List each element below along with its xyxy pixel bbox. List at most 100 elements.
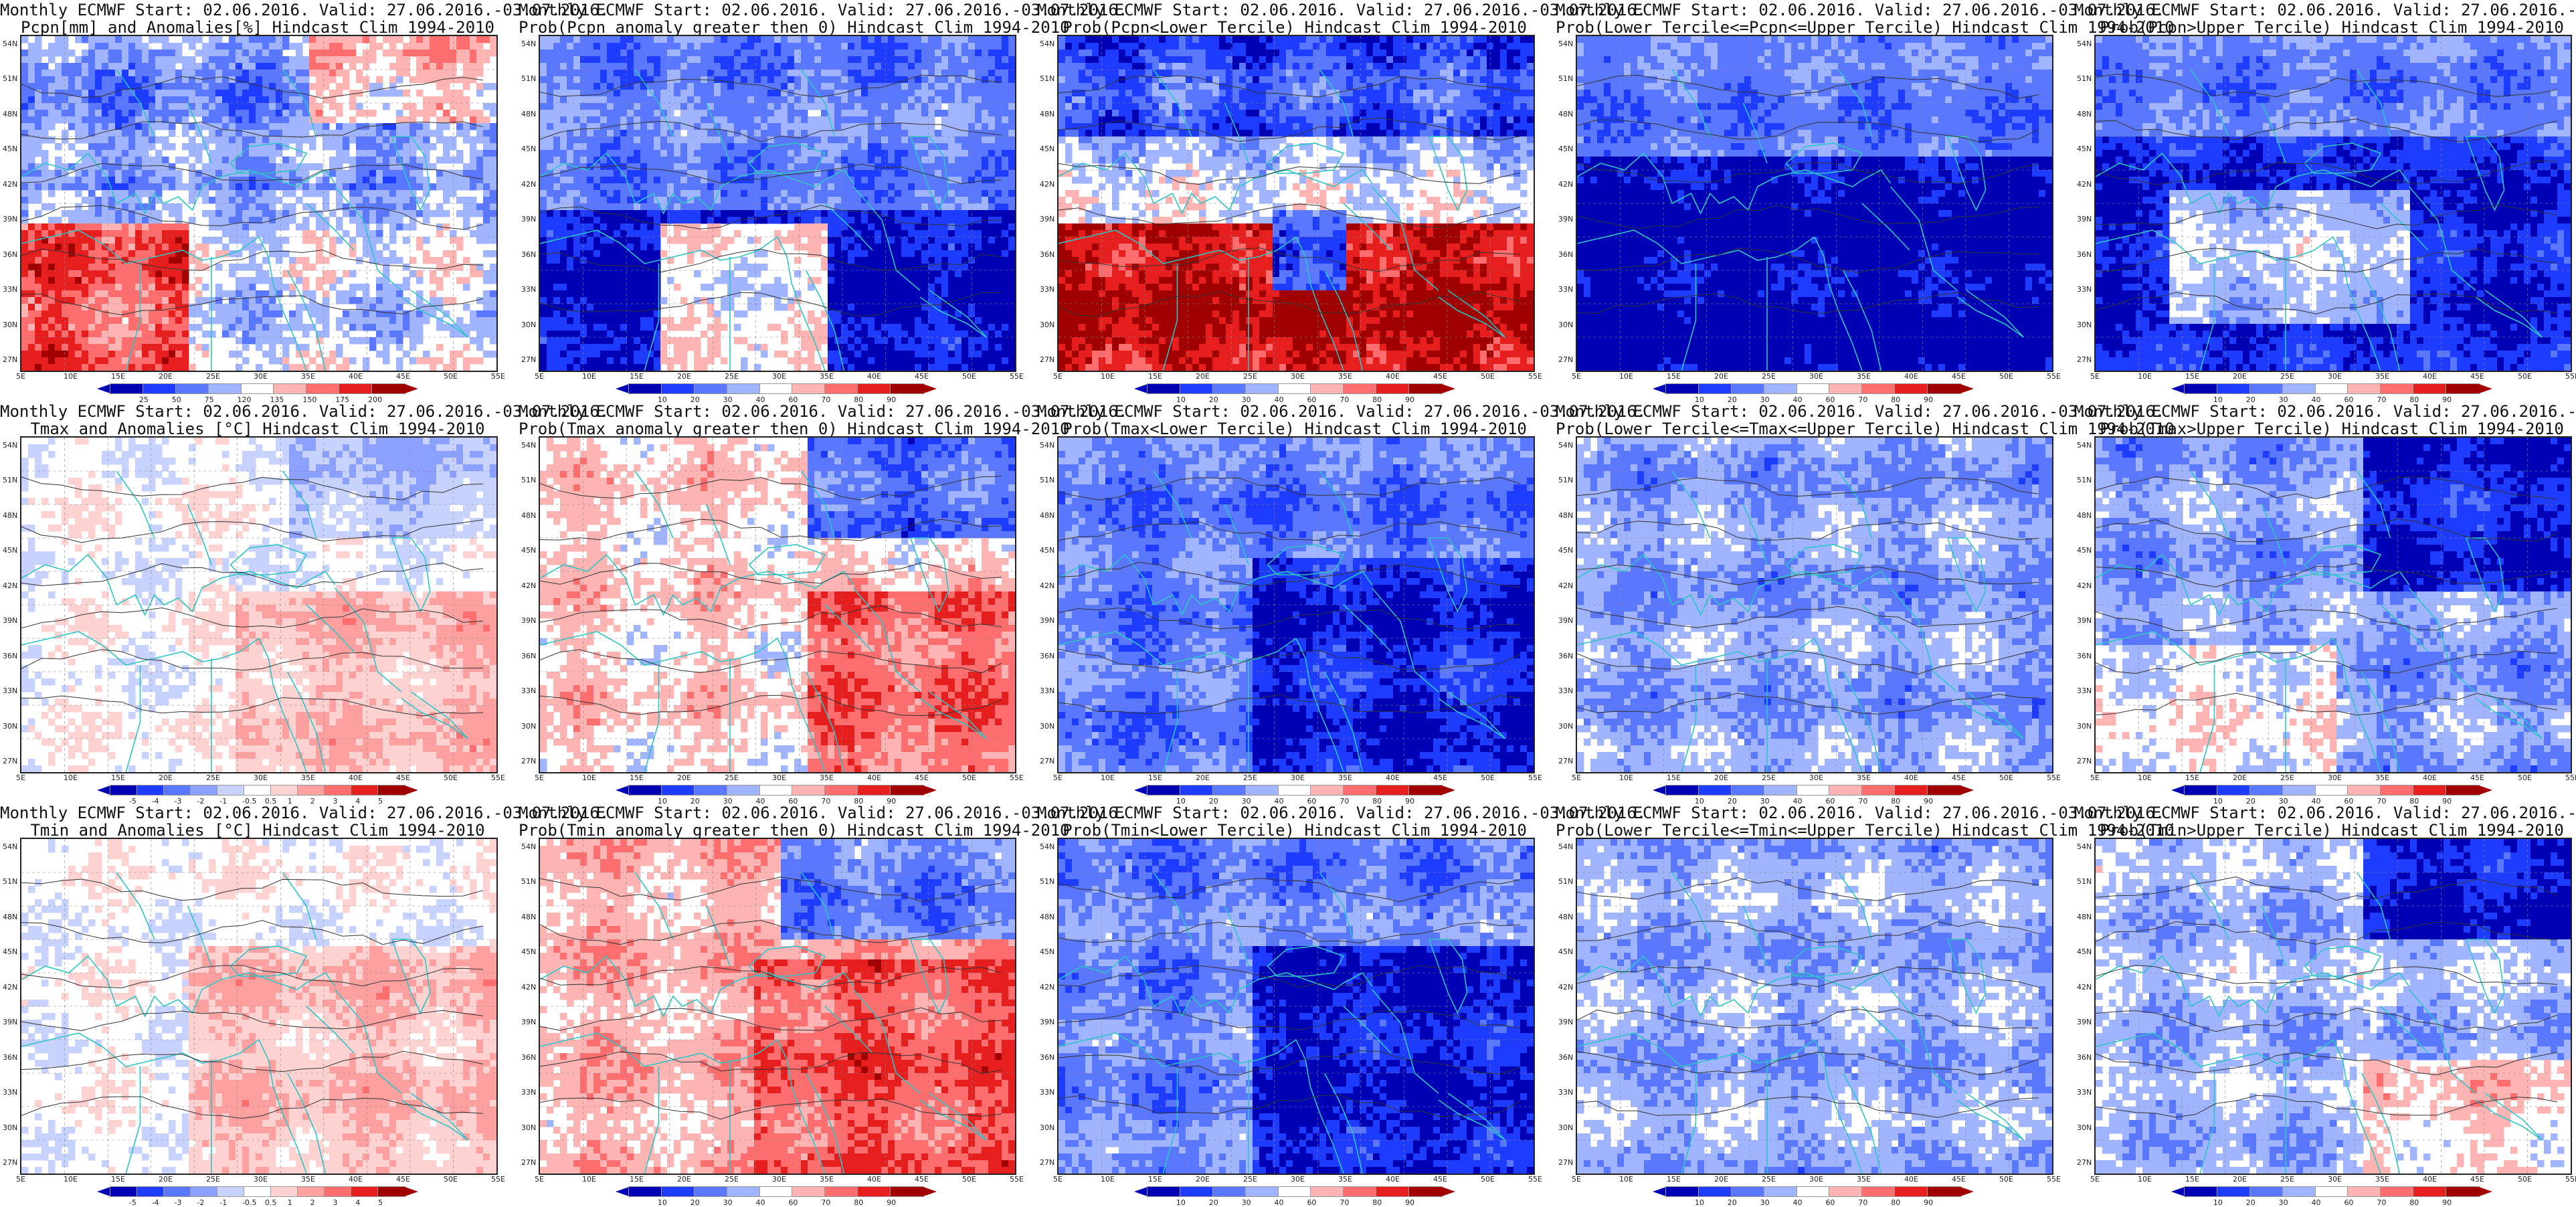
shaded-cell bbox=[1002, 70, 1009, 77]
shaded-cell bbox=[356, 203, 363, 211]
shaded-cell bbox=[202, 284, 209, 291]
shaded-cell bbox=[383, 257, 390, 264]
shaded-cell bbox=[416, 110, 424, 117]
shaded-cell bbox=[607, 244, 614, 251]
shaded-cell bbox=[436, 210, 444, 217]
shaded-cell bbox=[654, 63, 661, 70]
shaded-cell bbox=[640, 50, 648, 57]
shaded-cell bbox=[654, 90, 661, 97]
shaded-cell bbox=[389, 170, 397, 177]
shaded-cell bbox=[202, 331, 209, 338]
shaded-cell bbox=[573, 116, 581, 124]
shaded-cell bbox=[754, 50, 761, 57]
shaded-cell bbox=[476, 230, 484, 238]
shaded-cell bbox=[660, 183, 668, 191]
shaded-cell bbox=[182, 56, 189, 64]
shaded-cell bbox=[403, 157, 410, 164]
shaded-cell bbox=[788, 36, 795, 43]
shaded-cell bbox=[955, 230, 962, 238]
shaded-cell bbox=[155, 116, 163, 124]
shaded-cell bbox=[928, 36, 935, 43]
shaded-cell bbox=[834, 63, 842, 70]
shaded-cell bbox=[389, 43, 397, 50]
shaded-cell bbox=[122, 143, 129, 151]
shaded-cell bbox=[767, 56, 775, 64]
shaded-cell bbox=[443, 197, 450, 204]
shaded-cell bbox=[409, 157, 417, 164]
shaded-cell bbox=[861, 150, 868, 157]
shaded-cell bbox=[256, 277, 263, 284]
shaded-cell bbox=[249, 63, 256, 70]
shaded-cell bbox=[794, 116, 802, 124]
shaded-cell bbox=[48, 357, 56, 365]
shaded-cell bbox=[155, 90, 163, 97]
shaded-cell bbox=[801, 223, 808, 231]
shaded-cell bbox=[329, 76, 337, 84]
shaded-cell bbox=[108, 96, 116, 104]
shaded-cell bbox=[189, 123, 196, 130]
shaded-cell bbox=[995, 96, 1002, 104]
shaded-cell bbox=[567, 143, 574, 151]
shaded-cell bbox=[369, 230, 377, 238]
shaded-cell bbox=[142, 304, 149, 311]
shaded-cell bbox=[276, 56, 283, 64]
shaded-cell bbox=[801, 210, 808, 217]
shaded-cell bbox=[376, 143, 383, 151]
shaded-cell bbox=[316, 177, 323, 184]
shaded-cell bbox=[75, 237, 82, 244]
shaded-cell bbox=[115, 304, 122, 311]
shaded-cell bbox=[975, 157, 982, 164]
shaded-cell bbox=[82, 197, 89, 204]
shaded-cell bbox=[376, 203, 383, 211]
shaded-cell bbox=[854, 110, 862, 117]
shaded-cell bbox=[242, 210, 250, 217]
shaded-cell bbox=[242, 264, 250, 271]
shaded-cell bbox=[573, 223, 581, 231]
shaded-cell bbox=[593, 244, 601, 251]
shaded-cell bbox=[41, 304, 49, 311]
shaded-cell bbox=[935, 150, 942, 157]
shaded-cell bbox=[162, 70, 169, 77]
shaded-cell bbox=[75, 331, 82, 338]
shaded-cell bbox=[329, 50, 337, 57]
shaded-cell bbox=[547, 217, 554, 224]
shaded-cell bbox=[135, 143, 143, 151]
shaded-cell bbox=[195, 76, 203, 84]
shaded-cell bbox=[369, 83, 377, 90]
shaded-cell bbox=[135, 270, 143, 278]
shaded-cell bbox=[767, 76, 775, 84]
shaded-cell bbox=[115, 324, 122, 331]
shaded-cell bbox=[256, 136, 263, 144]
shaded-cell bbox=[282, 364, 290, 371]
shaded-cell bbox=[88, 170, 96, 177]
shaded-cell bbox=[600, 143, 608, 151]
shaded-cell bbox=[888, 177, 895, 184]
shaded-cell bbox=[222, 143, 229, 151]
shaded-cell bbox=[222, 157, 229, 164]
shaded-cell bbox=[28, 364, 35, 371]
shaded-cell bbox=[108, 103, 116, 110]
shaded-cell bbox=[975, 163, 982, 171]
shaded-cell bbox=[988, 223, 996, 231]
shaded-cell bbox=[189, 136, 196, 144]
shaded-cell bbox=[647, 157, 654, 164]
shaded-cell bbox=[202, 244, 209, 251]
shaded-cell bbox=[573, 143, 581, 151]
shaded-cell bbox=[834, 56, 842, 64]
shaded-cell bbox=[416, 130, 424, 137]
shaded-cell bbox=[269, 150, 276, 157]
shaded-cell bbox=[680, 143, 688, 151]
shaded-cell bbox=[409, 337, 417, 345]
shaded-cell bbox=[1008, 190, 1015, 197]
shaded-cell bbox=[941, 43, 949, 50]
shaded-cell bbox=[848, 150, 855, 157]
shaded-cell bbox=[48, 290, 56, 298]
shaded-cell bbox=[647, 150, 654, 157]
shaded-cell bbox=[1008, 43, 1015, 50]
shaded-cell bbox=[229, 143, 236, 151]
shaded-cell bbox=[162, 103, 169, 110]
shaded-cell bbox=[614, 36, 621, 43]
shaded-cell bbox=[416, 170, 424, 177]
shaded-cell bbox=[490, 36, 496, 43]
shaded-cell bbox=[416, 357, 424, 365]
